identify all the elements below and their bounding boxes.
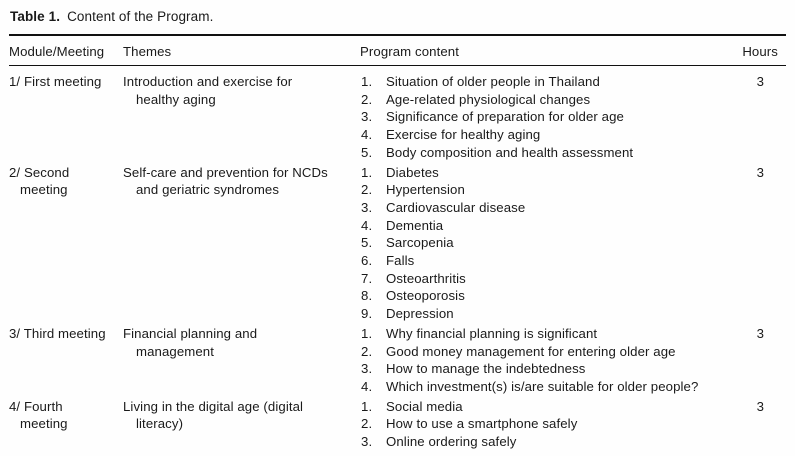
content-item: Good money management for entering older… <box>361 343 676 360</box>
module-label: 4/ Fourth meeting <box>9 398 68 432</box>
module-cell: 3/ Third meeting <box>9 323 123 396</box>
content-item: Body composition and health assessment <box>361 144 634 161</box>
theme-label: Introduction and exercise for healthy ag… <box>123 74 293 107</box>
program-content-cell: Diabetes Hypertension Cardiovascular dis… <box>360 162 738 323</box>
table-header-row: Module/Meeting Themes Program content Ho… <box>9 35 786 66</box>
table-caption: Table 1. Content of the Program. <box>10 8 786 25</box>
module-label: 2/ Second meeting <box>9 164 70 198</box>
module-label: 1/ First meeting <box>9 74 102 89</box>
hours-value: 3 <box>756 74 764 89</box>
content-item: Cardiovascular disease <box>361 199 526 216</box>
content-item: Online ordering safely <box>361 433 517 450</box>
content-item: Dementia <box>361 217 444 234</box>
column-header-module: Module/Meeting <box>9 35 123 66</box>
content-item: Situation of older people in Thailand <box>361 73 600 90</box>
table-caption-label: Table 1. <box>10 9 61 24</box>
theme-cell: Introduction and exercise for healthy ag… <box>123 66 360 162</box>
program-content-cell: Why financial planning is significant Go… <box>360 323 738 396</box>
hours-value: 3 <box>756 398 764 414</box>
program-content-list: Social media How to use a smartphone saf… <box>360 398 738 451</box>
content-item: Social media <box>361 398 463 415</box>
module-cell: 2/ Second meeting <box>9 162 123 323</box>
table-row-third-meeting: 3/ Third meeting Financial planning and … <box>9 323 786 396</box>
module-cell: 4/ Fourth meeting <box>9 396 123 456</box>
content-item: Osteoporosis <box>361 287 465 304</box>
theme-cell: Living in the digital age (digital liter… <box>123 396 360 456</box>
table-row-first-meeting: 1/ First meeting Introduction and exerci… <box>9 66 786 162</box>
content-item: Osteoarthritis <box>361 270 466 287</box>
program-content-list: Why financial planning is significant Go… <box>360 325 738 396</box>
content-item: Which investment(s) is/are suitable for … <box>361 378 699 395</box>
table-row-second-meeting: 2/ Second meeting Self-care and preventi… <box>9 162 786 323</box>
content-item: Falls <box>361 252 415 269</box>
table-row-fourth-meeting: 4/ Fourth meeting Living in the digital … <box>9 396 786 456</box>
column-header-program-content: Program content <box>360 35 738 66</box>
theme-label: Self-care and prevention for NCDs and ge… <box>123 164 328 198</box>
column-header-hours: Hours <box>738 35 786 66</box>
hours-value: 3 <box>756 164 764 180</box>
program-content-list: Situation of older people in Thailand Ag… <box>360 73 738 162</box>
content-item: How to manage the indebtedness <box>361 360 586 377</box>
content-item: Significance of preparation for older ag… <box>361 108 624 125</box>
theme-label: Living in the digital age (digital liter… <box>123 398 304 432</box>
theme-label: Financial planning and management <box>123 325 258 359</box>
theme-cell: Self-care and prevention for NCDs and ge… <box>123 162 360 323</box>
program-content-cell: Situation of older people in Thailand Ag… <box>360 66 738 162</box>
program-content-list: Diabetes Hypertension Cardiovascular dis… <box>360 164 738 323</box>
content-item: Hypertension <box>361 181 465 198</box>
module-cell: 1/ First meeting <box>9 66 123 162</box>
module-label: 3/ Third meeting <box>9 325 106 341</box>
program-content-cell: Social media How to use a smartphone saf… <box>360 396 738 456</box>
content-item: Diabetes <box>361 164 439 181</box>
hours-value: 3 <box>756 325 764 341</box>
theme-cell: Financial planning and management <box>123 323 360 396</box>
table-caption-text: Content of the Program. <box>67 9 214 24</box>
column-header-themes: Themes <box>123 35 360 66</box>
content-item: Age-related physiological changes <box>361 91 591 108</box>
content-item: Why financial planning is significant <box>361 325 598 342</box>
content-item: Sarcopenia <box>361 234 454 251</box>
content-item: How to use a smartphone safely <box>361 415 578 432</box>
program-content-table: Module/Meeting Themes Program content Ho… <box>9 34 786 456</box>
content-item: Exercise for healthy aging <box>361 126 541 143</box>
content-item: Depression <box>361 305 454 322</box>
